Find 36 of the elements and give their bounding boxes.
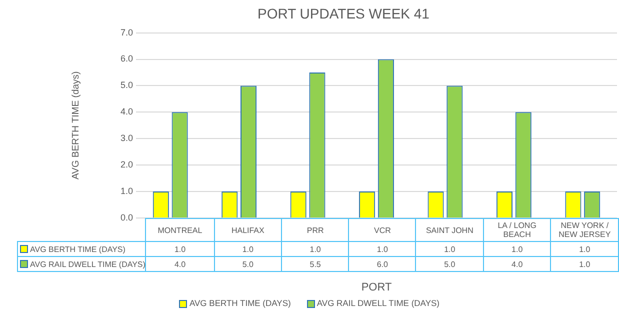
legend-label: AVG BERTH TIME (DAYS) — [18, 242, 146, 256]
y-tick-label: 6.0 — [120, 54, 133, 64]
x-tick-label: MONTREAL — [146, 218, 214, 242]
data-label: 1.0 — [348, 242, 416, 256]
y-tick-label: 0.0 — [120, 212, 133, 222]
data-label: 1.0 — [282, 242, 349, 256]
x-axis-title: PORT — [361, 281, 392, 294]
data-label: 1.0 — [550, 256, 618, 272]
y-axis-title: AVG BERTH TIME (days) — [70, 71, 82, 180]
data-label: 4.0 — [146, 256, 214, 272]
data-label: 5.0 — [214, 256, 282, 272]
y-tick-label: 4.0 — [120, 106, 133, 117]
y-tick-label: 5.0 — [120, 80, 133, 90]
x-tick-label: VCR — [348, 218, 416, 242]
y-tick-label: 3.0 — [120, 133, 133, 144]
data-label: 1.0 — [550, 242, 618, 256]
y-tick-label: 7.0 — [120, 27, 133, 38]
data-label: 5.5 — [282, 256, 349, 272]
x-tick-label: PRR — [282, 218, 349, 242]
text: AVG BERTH TIME (DAYS) — [189, 298, 291, 308]
data-label: 4.0 — [483, 256, 551, 272]
data-label: 5.0 — [416, 256, 484, 272]
y-tick-label: 1.0 — [120, 186, 133, 196]
x-tick-label: SAINT JOHN — [416, 218, 484, 242]
x-tick-label: LA / LONG BEACH — [483, 218, 551, 242]
chart-title: PORT UPDATES WEEK 41 — [258, 5, 430, 22]
data-label: 6.0 — [348, 256, 416, 272]
data-label: 1.0 — [214, 242, 282, 256]
data-label: 1.0 — [483, 242, 551, 256]
data-label: 1.0 — [416, 242, 484, 256]
x-tick-label: HALIFAX — [214, 218, 282, 242]
data-label: 1.0 — [146, 242, 214, 256]
legend-label: AVG RAIL DWELL TIME (DAYS) — [18, 256, 146, 272]
y-tick-label: 2.0 — [120, 160, 133, 170]
text: AVG RAIL DWELL TIME (DAYS) — [316, 298, 440, 308]
x-tick-label: NEW YORK / NEW JERSEY — [550, 218, 618, 242]
